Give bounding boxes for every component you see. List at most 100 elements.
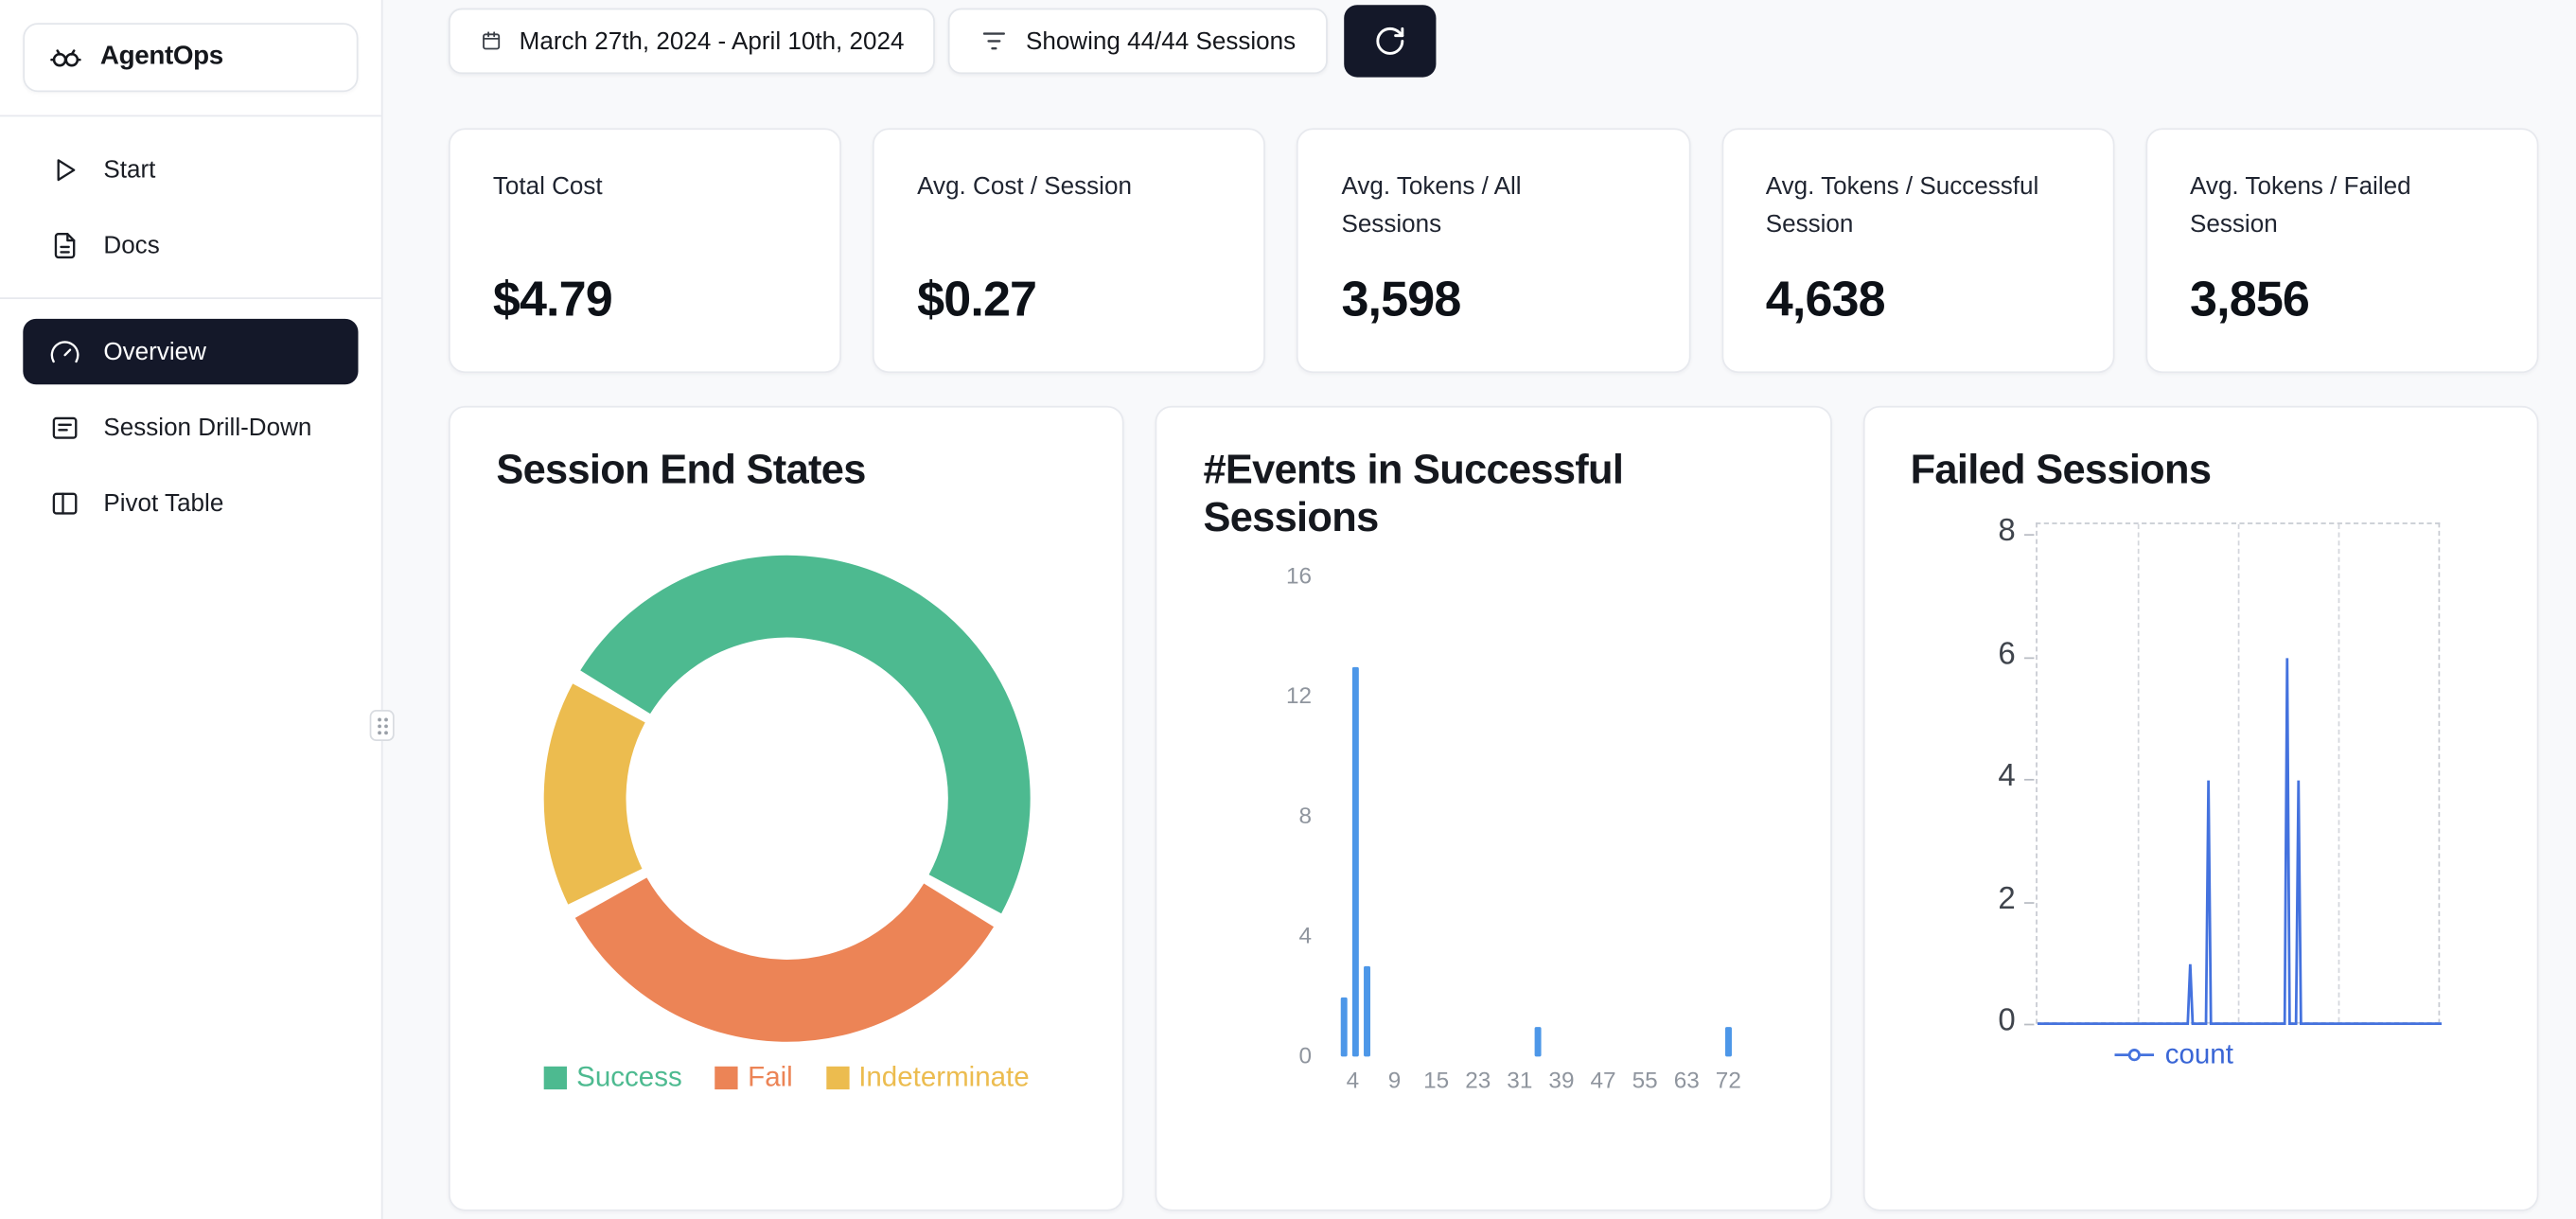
histogram-bar: [1363, 966, 1370, 1057]
refresh-button[interactable]: [1343, 5, 1436, 78]
histogram-bar: [1341, 997, 1349, 1057]
stat-label: Total Cost: [492, 172, 603, 201]
stat-value: 3,598: [1341, 273, 1461, 327]
date-range-button[interactable]: March 27th, 2024 - April 10th, 2024: [448, 8, 936, 75]
y-axis-tick-label: 12: [1286, 681, 1313, 709]
session-end-states-card: Session End States Success Fail Indetermin…: [448, 405, 1125, 1211]
y-axis-tick-mark: [2023, 901, 2034, 904]
y-axis-tick-label: 6: [1998, 636, 2016, 672]
events-histogram-card: #Events in Successful Sessions 0 4 8 12 16 4 9…: [1156, 405, 1832, 1211]
y-axis-tick-label: 2: [1998, 881, 2016, 916]
calendar-icon: [483, 31, 501, 50]
stat-label: Avg. Cost / Session: [917, 172, 1132, 201]
sidebar-resize-handle[interactable]: [369, 710, 395, 742]
failed-sessions-plot[interactable]: [2035, 522, 2442, 1026]
sessions-filter-label: Showing 44/44 Sessions: [1025, 26, 1297, 56]
sessions-filter-button[interactable]: Showing 44/44 Sessions: [948, 8, 1328, 75]
legend-label: Indeterminate: [858, 1061, 1030, 1093]
x-axis-tick-label: 9: [1387, 1066, 1402, 1093]
legend-label: Success: [576, 1061, 682, 1093]
y-axis-tick-label: 0: [1998, 1003, 2016, 1039]
legend-swatch: [825, 1066, 849, 1090]
stat-card-avg-cost-session: Avg. Cost / Session $0.27: [873, 128, 1266, 374]
legend-label: Fail: [748, 1061, 793, 1093]
y-axis-tick-mark: [2023, 778, 2034, 781]
legend-item-fail[interactable]: Fail: [715, 1061, 793, 1095]
legend-item-success[interactable]: Success: [543, 1061, 682, 1095]
date-range-label: March 27th, 2024 - April 10th, 2024: [519, 26, 905, 56]
sidebar-item-label: Pivot Table: [103, 488, 224, 518]
donut-segment-success[interactable]: [579, 555, 1031, 914]
donut-segment-indeterminate[interactable]: [543, 683, 645, 905]
y-axis-tick-label: 16: [1286, 561, 1313, 589]
sidebar-divider: [0, 297, 381, 299]
sidebar-item-session-drill-down[interactable]: Session Drill-Down: [23, 389, 358, 465]
sidebar-divider: [0, 115, 381, 117]
grid-line: [2137, 523, 2139, 1022]
x-axis-tick-label: 55: [1632, 1066, 1658, 1093]
sidebar-item-pivot-table[interactable]: Pivot Table: [23, 465, 358, 540]
legend-swatch: [715, 1066, 738, 1090]
gauge-icon: [50, 340, 79, 362]
stat-value: $0.27: [917, 273, 1037, 327]
stat-label: Avg. Tokens / Failed Session: [2190, 172, 2411, 238]
sidebar-item-label: Session Drill-Down: [103, 413, 312, 442]
chart-title: Session End States: [496, 447, 866, 493]
refresh-icon: [1375, 26, 1403, 55]
y-axis-tick-mark: [2023, 1023, 2034, 1026]
grip-dots-icon: [377, 716, 388, 734]
sidebar-item-docs[interactable]: Docs: [23, 207, 358, 283]
columns-icon: [52, 491, 78, 514]
docs-icon: [54, 232, 76, 258]
donut-segment-fail[interactable]: [574, 876, 994, 1042]
stat-card-avg-tokens-all: Avg. Tokens / All Sessions 3,598: [1297, 128, 1690, 374]
y-axis-tick-label: 8: [1998, 514, 2016, 549]
sidebar-item-start[interactable]: Start: [23, 132, 358, 207]
stat-card-total-cost: Total Cost $4.79: [448, 128, 842, 374]
x-axis-tick-label: 23: [1465, 1066, 1491, 1093]
histogram-bar: [1725, 1026, 1733, 1057]
count-legend-label: count: [2164, 1038, 2233, 1070]
sidebar-item-label: Start: [103, 155, 156, 184]
count-legend[interactable]: count: [2113, 1038, 2233, 1071]
session-end-states-donut[interactable]: [540, 552, 1033, 1045]
sidebar-nav-main: Overview Session Drill-Down Pivot Table: [0, 299, 381, 556]
stat-card-avg-tokens-successful: Avg. Tokens / Successful Session 4,638: [1720, 128, 2115, 374]
filter-icon: [983, 32, 1006, 50]
failed-sessions-card: Failed Sessions count 0 2 4 6 8: [1862, 405, 2539, 1211]
x-axis-tick-label: 15: [1423, 1066, 1450, 1093]
chart-title: Failed Sessions: [1910, 447, 2212, 493]
y-axis-tick-mark: [2023, 534, 2034, 537]
list-details-icon: [52, 415, 78, 438]
stat-value: 3,856: [2190, 273, 2310, 327]
sidebar-item-label: Docs: [103, 230, 160, 259]
stat-label: Avg. Tokens / Successful Session: [1765, 172, 2039, 238]
sidebar: AgentOps Start Docs Overview: [0, 0, 383, 1219]
x-axis-tick-label: 39: [1548, 1066, 1575, 1093]
histogram-bar: [1352, 666, 1360, 1057]
stats-row: Total Cost $4.79 Avg. Cost / Session $0.…: [448, 128, 2539, 374]
main-content: March 27th, 2024 - April 10th, 2024 Show…: [383, 0, 2576, 1219]
histogram-bar: [1535, 1026, 1543, 1057]
legend-swatch: [543, 1066, 567, 1090]
agentops-logo-button[interactable]: AgentOps: [23, 23, 359, 93]
y-axis-tick-label: 0: [1298, 1041, 1313, 1069]
count-series-line: [2037, 658, 2442, 1026]
failed-sessions-line: [2037, 658, 2442, 1026]
y-axis-tick-mark: [2023, 656, 2034, 659]
stat-label: Avg. Tokens / All Sessions: [1341, 172, 1522, 238]
legend-item-indeterminate[interactable]: Indeterminate: [825, 1061, 1030, 1095]
stat-value: 4,638: [1765, 273, 1886, 327]
sidebar-nav-top: Start Docs: [0, 116, 381, 297]
grid-line: [2338, 523, 2339, 1022]
line-marker-icon: [2113, 1049, 2154, 1062]
play-icon: [57, 158, 76, 181]
events-histogram-plot[interactable]: 0 4 8 12 16 4 9 15 23 31 39 47 55 63 72: [1157, 408, 1830, 1210]
donut-legend: Success Fail Indeterminate: [450, 1062, 1123, 1095]
sidebar-item-overview[interactable]: Overview: [23, 318, 359, 385]
toolbar: March 27th, 2024 - April 10th, 2024 Show…: [448, 5, 2538, 78]
stat-value: $4.79: [492, 273, 613, 327]
x-axis-tick-label: 4: [1346, 1066, 1360, 1093]
agentops-logo: [50, 49, 81, 67]
